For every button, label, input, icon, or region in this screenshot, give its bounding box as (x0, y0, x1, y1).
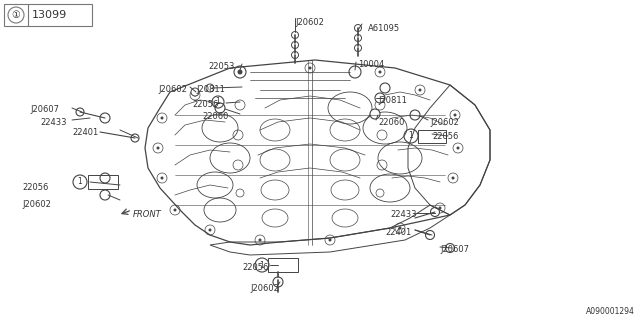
Circle shape (131, 134, 139, 142)
Circle shape (349, 66, 361, 78)
Text: J20811: J20811 (196, 85, 225, 94)
Circle shape (273, 277, 283, 287)
Circle shape (209, 228, 211, 231)
Text: FRONT: FRONT (133, 210, 162, 219)
Circle shape (355, 35, 362, 42)
Circle shape (173, 209, 177, 212)
Text: J20602: J20602 (250, 284, 279, 293)
Text: J20602: J20602 (430, 118, 459, 127)
Text: 1: 1 (77, 178, 83, 187)
Circle shape (291, 42, 298, 49)
Text: ①: ① (12, 10, 20, 20)
Circle shape (308, 67, 312, 69)
Text: 22433: 22433 (390, 210, 417, 219)
Text: 22056: 22056 (22, 183, 49, 192)
Circle shape (431, 207, 440, 217)
Circle shape (419, 89, 422, 92)
Text: J20811: J20811 (378, 96, 407, 105)
Text: J20602: J20602 (22, 200, 51, 209)
Circle shape (291, 52, 298, 59)
Text: 13099: 13099 (32, 10, 67, 20)
Circle shape (237, 69, 243, 75)
Circle shape (215, 103, 225, 113)
Text: J20602: J20602 (158, 85, 187, 94)
Text: 22056: 22056 (432, 132, 458, 141)
Circle shape (426, 230, 435, 239)
Circle shape (76, 108, 84, 116)
Text: 22401: 22401 (385, 228, 412, 237)
Circle shape (157, 147, 159, 149)
Circle shape (378, 70, 381, 74)
Circle shape (454, 114, 456, 116)
Circle shape (234, 66, 246, 78)
Circle shape (410, 110, 420, 120)
Text: 22433: 22433 (40, 118, 67, 127)
Circle shape (259, 238, 262, 242)
Circle shape (100, 190, 110, 200)
Text: 22060: 22060 (378, 118, 404, 127)
Text: A090001294: A090001294 (586, 307, 635, 316)
Text: 1: 1 (216, 98, 220, 107)
Text: J20602: J20602 (295, 18, 324, 27)
Text: 22060: 22060 (202, 112, 228, 121)
Circle shape (291, 31, 298, 38)
Text: 22056: 22056 (242, 263, 268, 272)
Text: A61095: A61095 (368, 24, 400, 33)
Text: 1: 1 (260, 260, 264, 269)
Bar (4, 4, 92, 26)
Text: 22056: 22056 (192, 100, 218, 109)
Circle shape (328, 238, 332, 242)
Circle shape (456, 147, 460, 149)
Circle shape (451, 177, 454, 180)
Circle shape (355, 44, 362, 52)
Circle shape (399, 227, 401, 229)
Circle shape (438, 206, 442, 210)
Circle shape (375, 93, 385, 103)
Circle shape (370, 109, 380, 119)
Circle shape (206, 84, 214, 92)
Circle shape (161, 116, 163, 119)
Circle shape (380, 83, 390, 93)
Text: 10004: 10004 (358, 60, 384, 69)
Circle shape (355, 25, 362, 31)
Circle shape (100, 173, 110, 183)
Text: 1: 1 (408, 132, 413, 140)
Circle shape (239, 70, 241, 74)
Circle shape (100, 113, 110, 123)
Circle shape (161, 177, 163, 180)
Text: J20607: J20607 (30, 105, 59, 114)
Circle shape (193, 93, 196, 97)
Bar (88, 175, 118, 189)
Text: J20607: J20607 (440, 245, 469, 254)
Text: 22401: 22401 (72, 128, 99, 137)
Circle shape (445, 244, 454, 252)
Text: 22053: 22053 (208, 62, 234, 71)
Bar (268, 258, 298, 272)
Circle shape (191, 88, 199, 96)
Bar (418, 130, 446, 143)
